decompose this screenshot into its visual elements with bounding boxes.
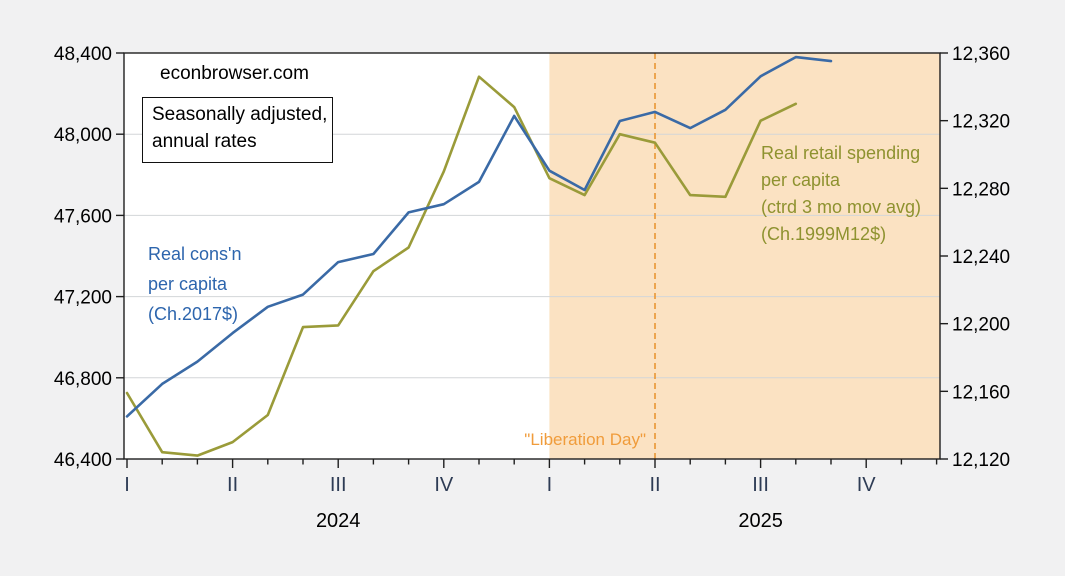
series-label-retail-line4: (Ch.1999M12$)	[761, 224, 887, 244]
note-box-line1: Seasonally adjusted,	[152, 104, 328, 125]
series-label-consumption: Real cons'n per capita (Ch.2017$)	[148, 239, 242, 329]
y-right-tick-label: 12,200	[952, 315, 1010, 336]
x-year-label: 2024	[316, 510, 361, 532]
y-left-tick-label: 46,400	[54, 450, 112, 471]
x-quarter-label: IV	[434, 474, 454, 496]
y-left-tick-label: 47,600	[54, 206, 112, 227]
y-left-tick-label: 46,800	[54, 369, 112, 390]
x-quarter-label: III	[330, 474, 347, 496]
series-label-consumption-line3: (Ch.2017$)	[148, 304, 239, 324]
x-quarter-label: III	[752, 474, 769, 496]
note-box-line2: annual rates	[152, 131, 257, 152]
x-quarter-label: I	[547, 474, 553, 496]
y-right-tick-label: 12,120	[952, 450, 1010, 471]
x-quarter-label: I	[124, 474, 130, 496]
y-right-tick-label: 12,360	[952, 44, 1010, 65]
series-line-consumption	[125, 55, 833, 418]
series-line-retail	[125, 75, 798, 457]
x-quarter-label: IV	[857, 474, 877, 496]
series-label-retail-line3: (ctrd 3 mo mov avg)	[761, 197, 922, 217]
y-left-tick-label: 48,000	[54, 125, 112, 146]
note-box: Seasonally adjusted, annual rates	[142, 97, 333, 163]
series-label-retail-line2: per capita	[761, 170, 841, 190]
y-left-tick-label: 47,200	[54, 288, 112, 309]
x-quarter-label: II	[227, 474, 238, 496]
series-label-retail-line1: Real retail spending	[761, 143, 921, 163]
watermark: econbrowser.com	[160, 63, 309, 84]
x-quarter-label: II	[649, 474, 660, 496]
y-right-tick-label: 12,240	[952, 247, 1010, 268]
series-label-retail: Real retail spending per capita (ctrd 3 …	[761, 140, 921, 248]
series-label-consumption-line2: per capita	[148, 274, 228, 294]
series-label-consumption-line1: Real cons'n	[148, 244, 242, 264]
y-right-tick-label: 12,160	[952, 382, 1010, 403]
x-year-label: 2025	[738, 510, 783, 532]
liberation-day-annotation: "Liberation Day"	[524, 430, 646, 449]
y-left-tick-label: 48,400	[54, 44, 112, 65]
shaded-region-2025	[549, 53, 940, 459]
y-right-tick-label: 12,280	[952, 179, 1010, 200]
y-right-tick-label: 12,320	[952, 112, 1010, 133]
